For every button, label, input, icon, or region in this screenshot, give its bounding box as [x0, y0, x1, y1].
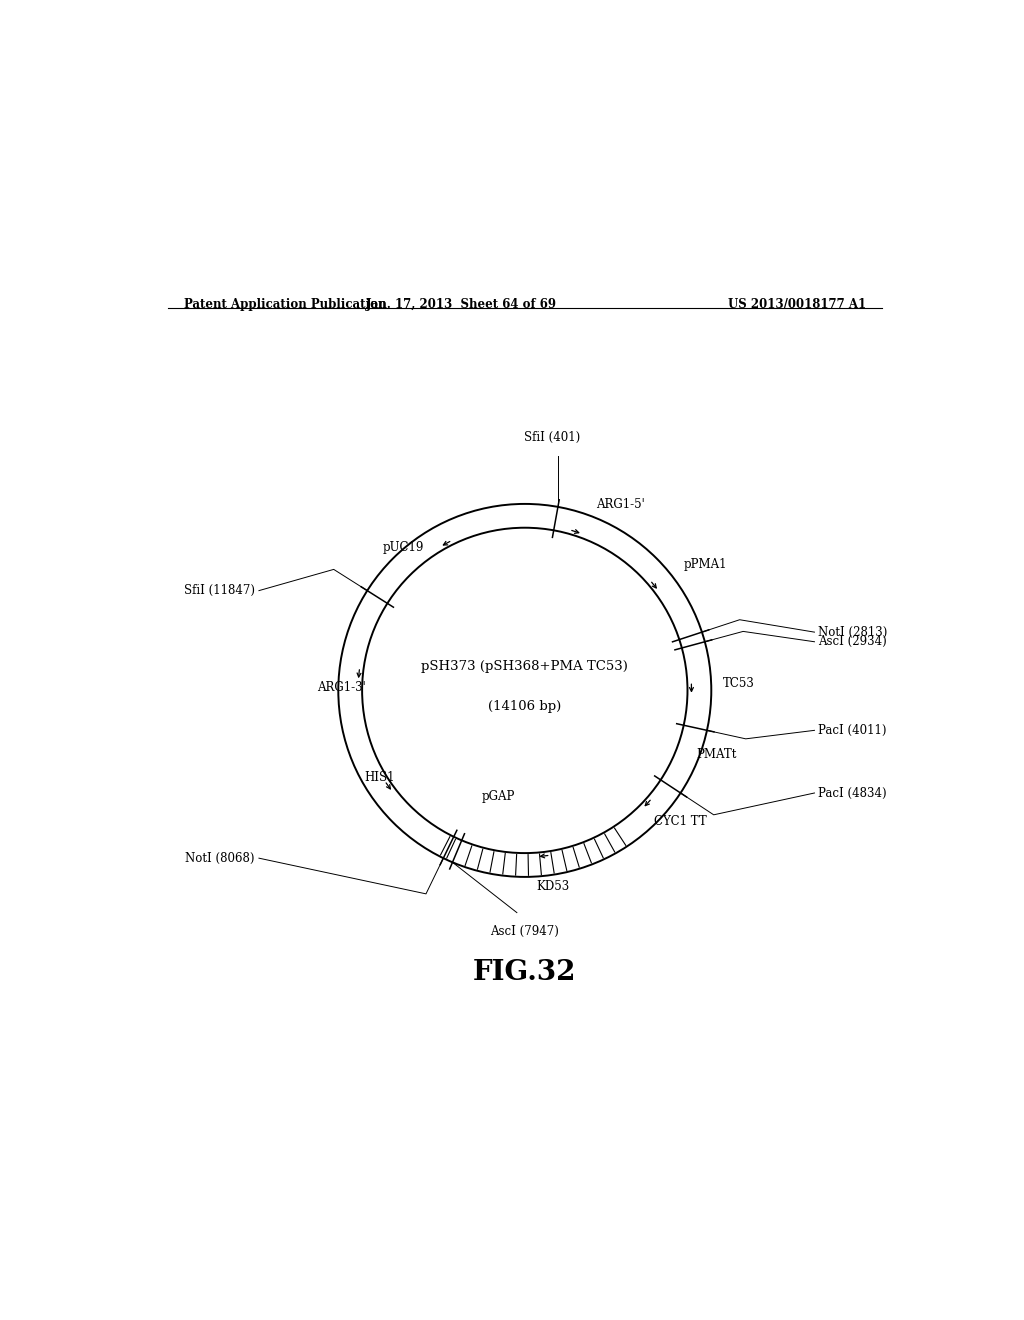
- Text: pSH373 (pSH368+PMA TC53): pSH373 (pSH368+PMA TC53): [421, 660, 629, 673]
- Text: KD53: KD53: [537, 880, 569, 894]
- Text: ARG1-5': ARG1-5': [596, 499, 645, 511]
- Text: pUC19: pUC19: [383, 541, 424, 554]
- Text: FIG.32: FIG.32: [473, 958, 577, 986]
- Text: NotI (8068): NotI (8068): [185, 851, 255, 865]
- Text: SfiI (401): SfiI (401): [524, 432, 581, 445]
- Text: Jan. 17, 2013  Sheet 64 of 69: Jan. 17, 2013 Sheet 64 of 69: [366, 297, 557, 310]
- Text: ARG1-3': ARG1-3': [317, 681, 367, 694]
- Text: pGAP: pGAP: [481, 791, 515, 803]
- Text: HIS1: HIS1: [365, 771, 394, 784]
- Text: SfiI (11847): SfiI (11847): [184, 585, 255, 597]
- Text: pPMA1: pPMA1: [683, 557, 727, 570]
- Text: PMATt: PMATt: [696, 748, 736, 762]
- Text: Patent Application Publication: Patent Application Publication: [183, 297, 386, 310]
- Text: PacI (4834): PacI (4834): [818, 787, 887, 800]
- Text: US 2013/0018177 A1: US 2013/0018177 A1: [728, 297, 866, 310]
- Text: CYC1 TT: CYC1 TT: [654, 814, 708, 828]
- Text: AscI (7947): AscI (7947): [490, 924, 559, 937]
- Text: NotI (2813): NotI (2813): [818, 626, 888, 639]
- Text: AscI (2934): AscI (2934): [818, 635, 887, 648]
- Text: TC53: TC53: [723, 677, 755, 690]
- Text: (14106 bp): (14106 bp): [488, 700, 561, 713]
- Text: PacI (4011): PacI (4011): [818, 723, 887, 737]
